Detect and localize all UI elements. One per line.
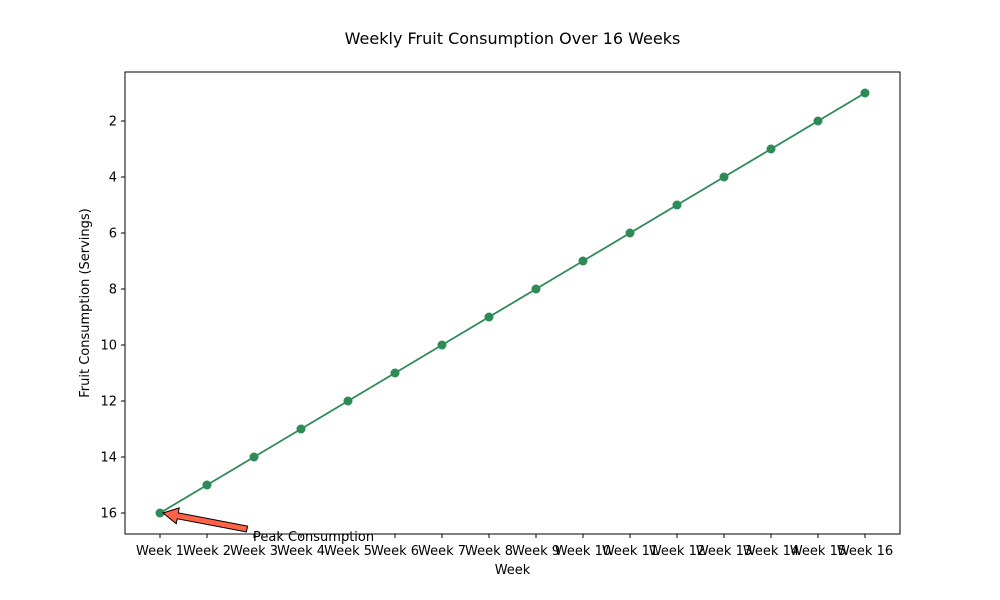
data-point	[437, 340, 447, 350]
y-tick-label: 2	[109, 115, 117, 130]
data-point	[202, 480, 212, 490]
x-tick-label: Week 16	[837, 544, 893, 559]
data-point	[531, 284, 541, 294]
y-tick-label: 14	[100, 451, 117, 466]
data-point	[249, 452, 259, 462]
series-line	[159, 92, 866, 514]
x-tick-label: Week 15	[790, 544, 846, 559]
y-tick-label: 4	[109, 171, 117, 186]
data-point	[484, 312, 494, 322]
data-point	[578, 256, 588, 266]
data-point	[766, 144, 776, 154]
x-tick-label: Week 12	[649, 544, 705, 559]
data-point	[390, 368, 400, 378]
x-axis-label: Week	[495, 563, 531, 578]
x-tick-label: Week 4	[277, 544, 325, 559]
x-tick-label: Week 3	[230, 544, 278, 559]
data-point	[719, 172, 729, 182]
data-point	[813, 116, 823, 126]
x-tick-label: Week 10	[555, 544, 611, 559]
y-tick-label: 12	[100, 395, 117, 410]
x-tick-label: Week 14	[743, 544, 799, 559]
data-point	[860, 88, 870, 98]
x-tick-label: Week 7	[418, 544, 466, 559]
data-point	[343, 396, 353, 406]
annotation-text: Peak Consumption	[253, 530, 374, 545]
series-layer	[155, 88, 870, 518]
x-tick-label: Week 2	[183, 544, 231, 559]
x-tick-label: Week 11	[602, 544, 658, 559]
plot-area	[124, 71, 901, 535]
x-tick-label: Week 1	[136, 544, 184, 559]
x-tick-label: Week 13	[696, 544, 752, 559]
data-point	[672, 200, 682, 210]
data-point	[155, 508, 165, 518]
x-tick-label: Week 6	[371, 544, 419, 559]
y-tick-label: 6	[109, 227, 117, 242]
annotation-layer: Peak Consumption	[161, 507, 374, 545]
x-tick-label: Week 5	[324, 544, 372, 559]
data-point	[625, 228, 635, 238]
y-axis-label: Fruit Consumption (Servings)	[78, 208, 93, 398]
x-tick-label: Week 8	[465, 544, 513, 559]
annotation-arrow	[161, 507, 249, 533]
chart-title: Weekly Fruit Consumption Over 16 Weeks	[345, 29, 681, 48]
x-tick-label: Week 9	[512, 544, 560, 559]
y-tick-label: 16	[100, 507, 117, 522]
y-tick-label: 10	[100, 339, 117, 354]
data-point	[296, 424, 306, 434]
y-tick-label: 8	[109, 283, 117, 298]
y-axis: 2 4 6 8 10 12 14 16	[100, 115, 125, 522]
